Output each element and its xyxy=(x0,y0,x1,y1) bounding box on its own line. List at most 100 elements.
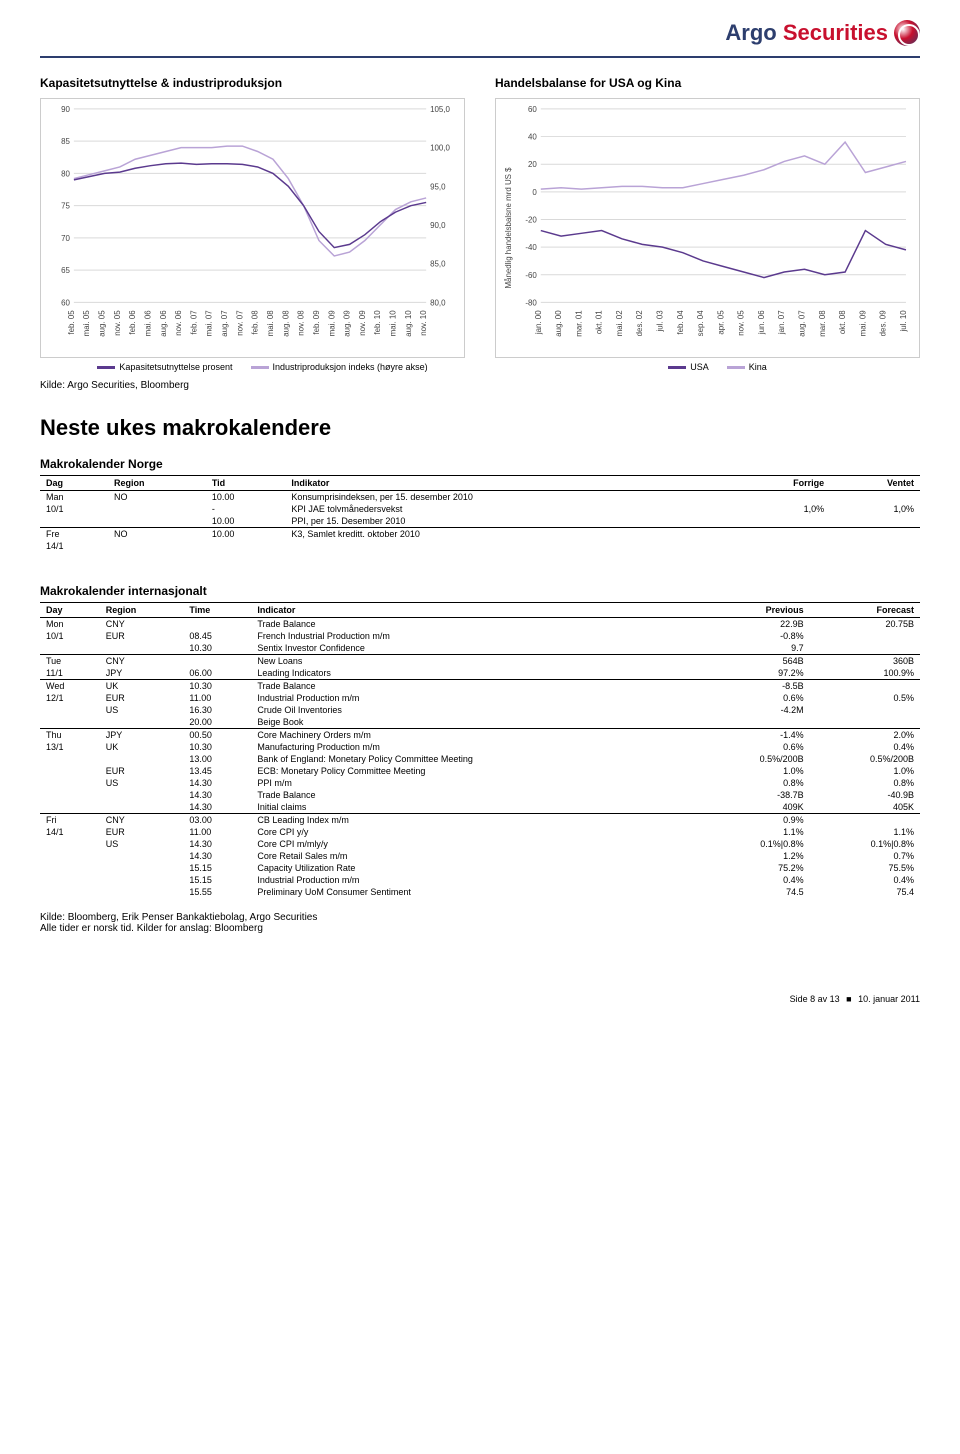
table-row: 15.15Industrial Production m/m0.4%0.4% xyxy=(40,874,920,886)
table-cell: JPY xyxy=(100,729,184,742)
table-cell xyxy=(810,814,920,827)
table-cell xyxy=(40,765,100,777)
svg-text:aug. 08: aug. 08 xyxy=(281,310,290,337)
table-cell: Konsumprisindeksen, per 15. desember 201… xyxy=(285,491,731,504)
table-cell: 75.4 xyxy=(810,886,920,898)
table-cell: 75.2% xyxy=(699,862,809,874)
table-cell xyxy=(810,704,920,716)
legend-swatch xyxy=(97,366,115,369)
table-row: ThuJPY00.50Core Machinery Orders m/m-1.4… xyxy=(40,729,920,742)
col-header: Time xyxy=(183,603,251,618)
svg-text:jan. 00: jan. 00 xyxy=(534,310,543,335)
table-cell xyxy=(40,716,100,729)
table-row: 11/1JPY06.00Leading Indicators97.2%100.9… xyxy=(40,667,920,680)
svg-text:feb. 08: feb. 08 xyxy=(251,310,260,335)
table-cell: Core CPI y/y xyxy=(251,826,699,838)
table-cell xyxy=(731,540,830,552)
table-cell: -40.9B xyxy=(810,789,920,801)
svg-text:jul. 03: jul. 03 xyxy=(656,310,665,333)
table-cell: 360B xyxy=(810,655,920,668)
table-cell: CNY xyxy=(100,618,184,631)
table-row: 15.15Capacity Utilization Rate75.2%75.5% xyxy=(40,862,920,874)
svg-text:80,0: 80,0 xyxy=(430,298,446,307)
table-cell xyxy=(108,503,206,515)
table-cell xyxy=(40,515,108,528)
chart2-title: Handelsbalanse for USA og Kina xyxy=(495,76,920,90)
col-header: Forrige xyxy=(731,476,830,491)
chart2-svg: Månedlig handelsbalsne mrd US $ -80-60-4… xyxy=(496,99,919,357)
brand-part2: Securities xyxy=(777,20,888,45)
table-cell: US xyxy=(100,704,184,716)
table-cell: -38.7B xyxy=(699,789,809,801)
svg-text:60: 60 xyxy=(61,298,70,307)
table-cell xyxy=(40,777,100,789)
norge-heading: Makrokalender Norge xyxy=(40,457,920,471)
table-cell: UK xyxy=(100,680,184,693)
svg-text:jun. 06: jun. 06 xyxy=(757,310,766,335)
table-row: US14.30Core CPI m/mly/y0.1%|0.8%0.1%|0.8… xyxy=(40,838,920,850)
table-cell xyxy=(40,753,100,765)
table-cell: -0.8% xyxy=(699,630,809,642)
table-cell: EUR xyxy=(100,765,184,777)
table-cell xyxy=(810,680,920,693)
chart2-legend-a: USA xyxy=(668,362,709,372)
table-cell xyxy=(40,838,100,850)
table-row: 10/1EUR08.45French Industrial Production… xyxy=(40,630,920,642)
col-header: Previous xyxy=(699,603,809,618)
svg-text:feb. 10: feb. 10 xyxy=(373,310,382,335)
table-cell: Industrial Production m/m xyxy=(251,874,699,886)
table-cell xyxy=(830,528,920,541)
svg-text:mai. 07: mai. 07 xyxy=(205,310,214,336)
table-cell: CNY xyxy=(100,814,184,827)
brand-header: Argo Securities xyxy=(40,20,920,46)
chart1-column: Kapasitetsutnyttelse & industriproduksjo… xyxy=(40,76,465,372)
table-cell xyxy=(810,630,920,642)
table-cell: Leading Indicators xyxy=(251,667,699,680)
svg-text:95,0: 95,0 xyxy=(430,182,446,191)
table-cell: New Loans xyxy=(251,655,699,668)
table-row: 20.00Beige Book xyxy=(40,716,920,729)
table-cell xyxy=(285,540,731,552)
table-cell xyxy=(100,716,184,729)
table-cell: 14/1 xyxy=(40,540,108,552)
chart1-legend-b-label: Industriproduksjon indeks (høyre akse) xyxy=(273,362,428,372)
table-cell: - xyxy=(206,503,286,515)
table-cell: 0.6% xyxy=(699,741,809,753)
table-cell: Thu xyxy=(40,729,100,742)
table-cell: 00.50 xyxy=(183,729,251,742)
brand-part1: Argo xyxy=(725,20,776,45)
table-cell xyxy=(810,716,920,729)
table-cell: 15.55 xyxy=(183,886,251,898)
col-header: Tid xyxy=(206,476,286,491)
table-cell: 14.30 xyxy=(183,789,251,801)
table-cell xyxy=(40,850,100,862)
table-cell xyxy=(40,642,100,655)
table-cell xyxy=(183,655,251,668)
table-row: 15.55Preliminary UoM Consumer Sentiment7… xyxy=(40,886,920,898)
table-cell xyxy=(699,716,809,729)
table-row: TueCNYNew Loans564B360B xyxy=(40,655,920,668)
svg-text:-80: -80 xyxy=(525,298,537,307)
svg-text:70: 70 xyxy=(61,234,70,243)
table-cell: Trade Balance xyxy=(251,618,699,631)
table-cell: EUR xyxy=(100,630,184,642)
chart1-svg: 60657075808590 80,085,090,095,0100,0105,… xyxy=(41,99,464,357)
chart2-legend-b-label: Kina xyxy=(749,362,767,372)
svg-text:aug. 07: aug. 07 xyxy=(220,310,229,336)
table-row: US16.30Crude Oil Inventories-4.2M xyxy=(40,704,920,716)
charts-row: Kapasitetsutnyttelse & industriproduksjo… xyxy=(40,76,920,372)
table-cell: 0.5% xyxy=(810,692,920,704)
table-row: US14.30PPI m/m0.8%0.8% xyxy=(40,777,920,789)
table-cell: 405K xyxy=(810,801,920,814)
table-cell: UK xyxy=(100,741,184,753)
svg-text:nov. 06: nov. 06 xyxy=(174,310,183,336)
page-footer: Side 8 av 13 ■ 10. januar 2011 xyxy=(40,994,920,1004)
table-cell xyxy=(100,789,184,801)
table-cell: Tue xyxy=(40,655,100,668)
table-cell: 16.30 xyxy=(183,704,251,716)
table-cell: EUR xyxy=(100,692,184,704)
chart2-box: Månedlig handelsbalsne mrd US $ -80-60-4… xyxy=(495,98,920,358)
col-header: Indicator xyxy=(251,603,699,618)
table-cell: Initial claims xyxy=(251,801,699,814)
table-cell: 11.00 xyxy=(183,826,251,838)
